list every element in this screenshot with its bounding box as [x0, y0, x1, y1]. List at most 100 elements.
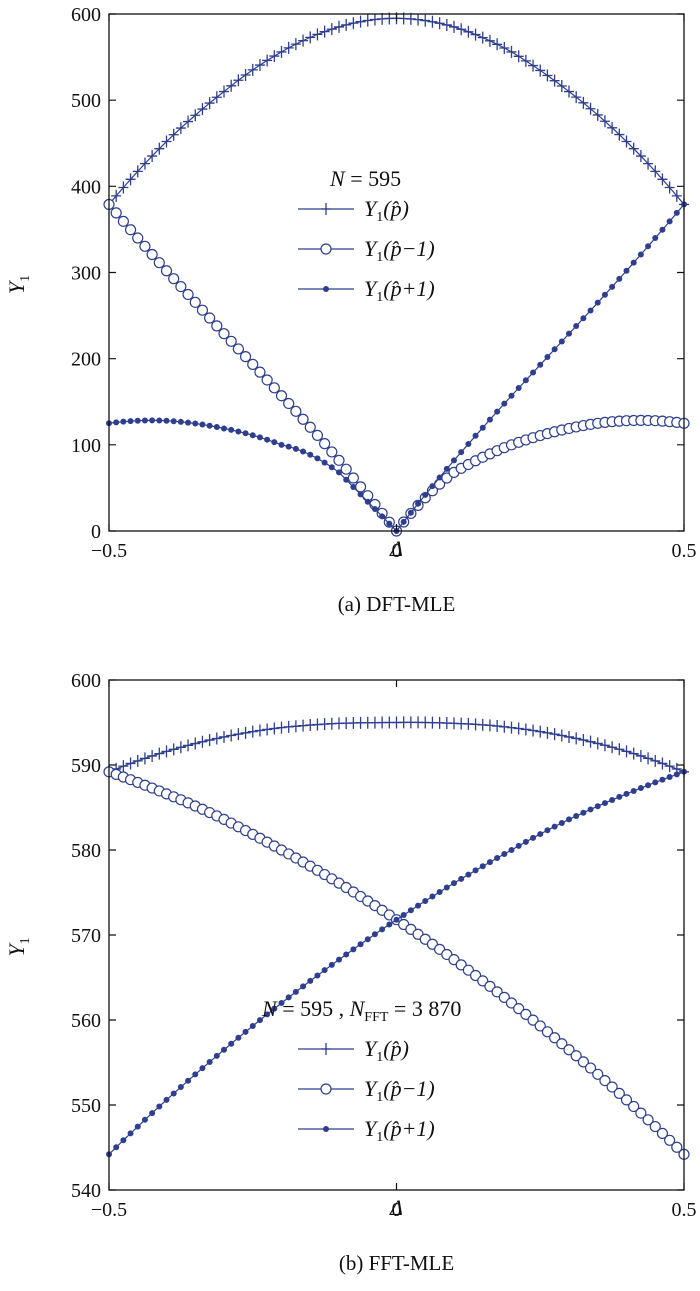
data-point	[283, 720, 294, 733]
data-point	[247, 63, 258, 76]
data-point	[508, 847, 515, 853]
data-point	[314, 972, 321, 979]
data-point	[520, 54, 531, 67]
y-tick-label: 560	[71, 1010, 101, 1032]
data-point	[577, 1056, 589, 1068]
x-axis-title: Δ	[389, 536, 403, 561]
data-point	[120, 418, 127, 425]
legend-marker	[321, 1043, 331, 1055]
data-point	[204, 312, 216, 324]
data-point	[506, 721, 517, 734]
data-point	[649, 1120, 661, 1133]
data-point	[206, 1058, 213, 1065]
data-point	[110, 207, 122, 219]
data-point	[183, 115, 194, 128]
data-point	[580, 315, 587, 322]
y-tick-label: 580	[71, 840, 101, 862]
data-point	[436, 888, 443, 895]
legend-marker	[321, 203, 331, 215]
data-point	[443, 465, 450, 472]
data-point	[664, 181, 675, 194]
data-point	[484, 34, 495, 47]
data-point	[407, 907, 414, 914]
data-point	[292, 988, 299, 995]
data-point	[659, 226, 666, 233]
data-point	[607, 121, 618, 134]
data-point	[132, 754, 143, 767]
data-point	[643, 752, 654, 765]
data-point	[449, 20, 459, 33]
data-point	[386, 520, 393, 527]
data-point	[479, 424, 486, 431]
data-point	[221, 1046, 227, 1053]
data-point	[405, 12, 416, 25]
data-point	[535, 64, 546, 77]
data-point	[494, 408, 501, 415]
data-point	[326, 446, 338, 458]
data-point	[616, 793, 623, 800]
data-point	[505, 997, 518, 1009]
data-point	[522, 377, 529, 384]
y-tick-label: 540	[71, 1180, 101, 1202]
data-point	[249, 432, 256, 439]
data-point	[623, 267, 630, 274]
data-point	[599, 115, 610, 128]
data-point	[240, 726, 251, 739]
data-point	[269, 50, 280, 63]
data-point	[534, 1020, 546, 1032]
data-point	[571, 732, 582, 745]
data-point	[570, 1050, 582, 1062]
y-tick-label: 600	[71, 670, 101, 692]
data-point	[515, 385, 522, 392]
data-point	[170, 1090, 177, 1097]
data-point	[328, 464, 335, 471]
legend-header: N = 595 , NFFT = 3 870	[261, 996, 461, 1025]
data-point	[175, 741, 186, 754]
data-point	[340, 463, 352, 475]
data-point	[307, 977, 314, 984]
data-point	[671, 189, 682, 202]
x-tick-label: 0	[392, 1199, 402, 1221]
data-point	[607, 741, 618, 754]
data-point	[147, 749, 158, 762]
data-point	[211, 91, 222, 104]
data-point	[319, 25, 330, 38]
data-point	[472, 432, 479, 439]
data-point	[199, 1065, 206, 1072]
legend-marker	[323, 286, 329, 292]
data-point	[154, 142, 165, 155]
data-point	[451, 457, 457, 464]
data-point	[498, 991, 510, 1003]
data-point	[599, 1074, 611, 1087]
data-point	[156, 1103, 163, 1110]
data-point	[177, 1084, 184, 1091]
data-point	[117, 215, 129, 227]
data-point	[499, 720, 510, 733]
legend-entry-label: Y1(p̂−1)	[364, 236, 435, 265]
y-axis-title: Y1	[4, 937, 33, 956]
plot-frame	[108, 13, 685, 532]
data-point	[379, 926, 386, 933]
data-point	[350, 946, 357, 953]
data-point	[290, 405, 302, 417]
data-point	[601, 800, 608, 807]
data-point	[228, 426, 235, 433]
data-point	[571, 91, 582, 104]
data-point	[537, 361, 544, 368]
data-point	[407, 509, 414, 516]
y-axis-title: Y1	[4, 275, 33, 294]
data-point	[371, 506, 378, 513]
data-point	[355, 15, 366, 28]
y-tick-label: 600	[71, 4, 101, 26]
data-point	[298, 34, 309, 47]
y-tick-label: 200	[71, 349, 101, 371]
data-point	[508, 392, 515, 399]
data-point	[239, 351, 252, 363]
data-point	[364, 498, 371, 505]
legend-entry-label: Y1(p̂)	[364, 196, 409, 225]
data-point	[587, 307, 594, 314]
data-point	[587, 806, 594, 813]
data-point	[420, 14, 431, 27]
data-point	[111, 189, 122, 202]
